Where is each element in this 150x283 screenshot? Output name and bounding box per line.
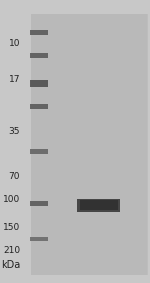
Bar [30, 104, 48, 109]
FancyBboxPatch shape [31, 14, 147, 275]
Text: 150: 150 [3, 223, 20, 232]
Bar [30, 30, 48, 35]
Text: 17: 17 [9, 75, 20, 84]
Bar [30, 80, 48, 87]
Text: 70: 70 [9, 172, 20, 181]
Bar [30, 53, 48, 58]
Bar [30, 237, 48, 241]
Text: 210: 210 [3, 246, 20, 255]
Text: 100: 100 [3, 195, 20, 204]
Bar [30, 149, 48, 154]
FancyBboxPatch shape [77, 199, 120, 212]
FancyBboxPatch shape [80, 200, 117, 210]
Text: kDa: kDa [1, 260, 20, 270]
Text: 35: 35 [9, 127, 20, 136]
Text: 10: 10 [9, 39, 20, 48]
Bar [30, 201, 48, 206]
